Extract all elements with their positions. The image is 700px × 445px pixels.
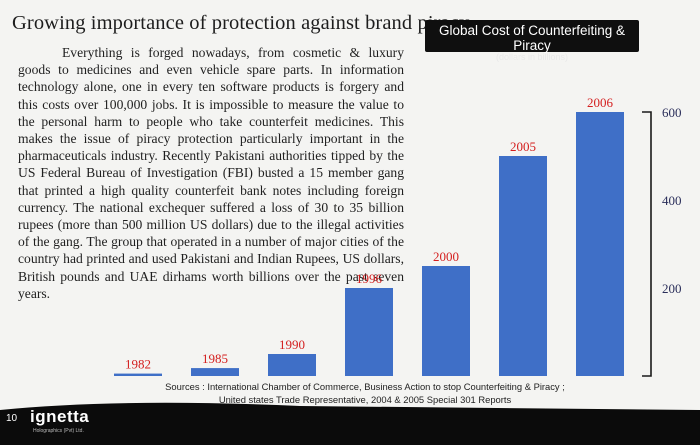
footer-bar [0,402,700,445]
bar-label-1996: 1996 [356,271,383,286]
bar-label-2006: 2006 [587,95,614,110]
bar-label-2000: 2000 [433,249,459,264]
brand-logo-text: ignetta [30,407,90,426]
bar-label-1982: 1982 [125,357,151,372]
sources-note: Sources : International Chamber of Comme… [140,380,590,406]
footer-curve-shape [0,402,700,418]
bar-label-1985: 1985 [202,351,228,366]
chart-title-box: Global Cost of Counterfeiting & Piracy (… [425,20,639,62]
article-body: Everything is forged nowadays, from cosm… [18,44,404,302]
bar-1990 [268,354,316,376]
y-tick-label-600: 600 [662,105,682,120]
bar-1982 [114,373,162,376]
article-heading: Growing importance of protection against… [12,12,470,34]
chart-subtitle: (dollars in billions) [495,52,569,62]
article-paragraph: Everything is forged nowadays, from cosm… [18,45,404,301]
sources-line-2: United states Trade Representative, 2004… [218,394,512,405]
bar-1996 [345,288,393,376]
brand-tagline: Holographics (Pvt) Ltd. [33,428,84,434]
chart-title: Global Cost of Counterfeiting & Piracy [438,23,626,53]
y-axis-line [642,111,652,377]
y-tick-label-400: 400 [662,193,682,208]
bar-label-2005: 2005 [510,139,536,154]
bar-2005 [499,156,547,376]
bar-2000 [422,266,470,376]
sources-line-1: Sources : International Chamber of Comme… [165,381,565,392]
y-tick-label-200: 200 [662,281,682,296]
bar-label-1990: 1990 [279,337,305,352]
bar-2006 [576,112,624,376]
page-number: 10 [6,413,18,424]
bar-1985 [191,368,239,376]
